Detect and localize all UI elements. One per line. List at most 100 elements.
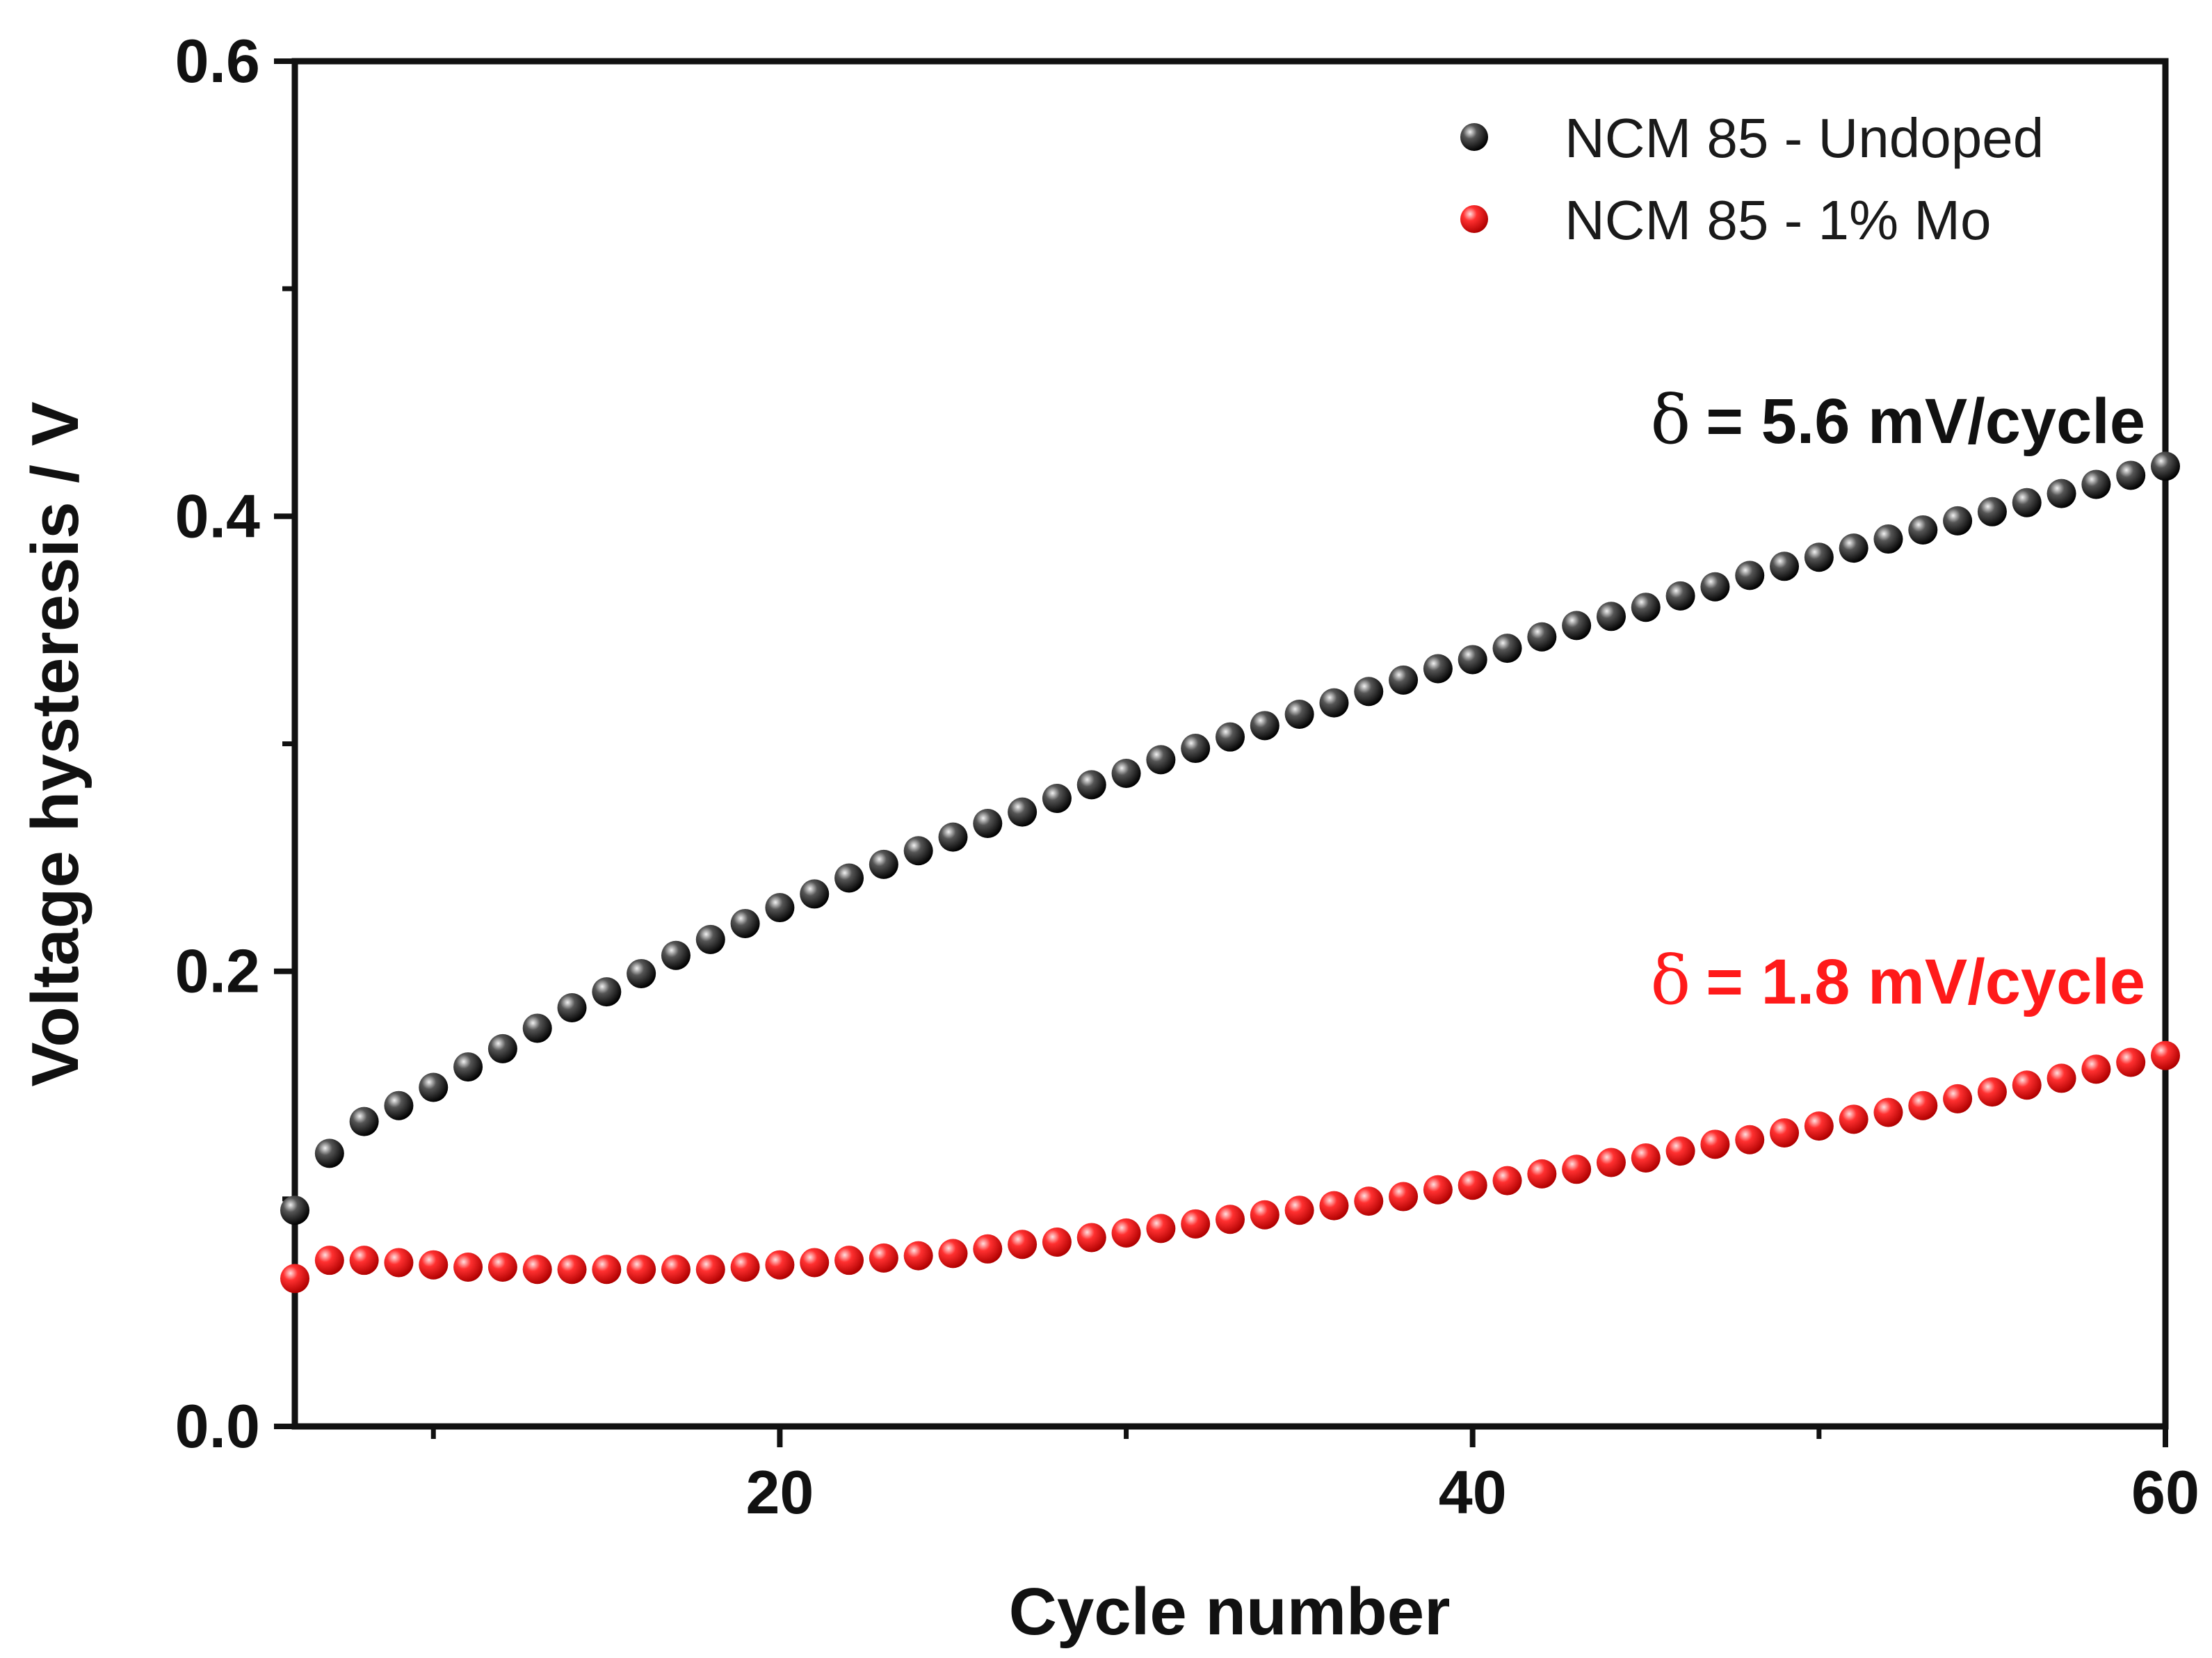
data-point-mo xyxy=(661,1255,691,1285)
data-point-undoped xyxy=(280,1196,309,1225)
data-point-mo xyxy=(384,1248,414,1278)
data-point-mo xyxy=(1423,1175,1453,1205)
data-point-mo xyxy=(1873,1097,1903,1127)
y-tick-label: 0.0 xyxy=(175,1392,260,1460)
data-point-undoped xyxy=(349,1106,379,1136)
data-point-undoped xyxy=(869,849,898,879)
data-point-undoped xyxy=(627,958,656,988)
data-point-mo xyxy=(349,1246,379,1275)
data-point-undoped xyxy=(695,924,725,954)
data-point-undoped xyxy=(834,863,864,893)
data-point-undoped xyxy=(2012,488,2042,517)
axis-tick-labels: 20 40 60 0.0 0.2 0.4 0.6 xyxy=(175,26,2199,1527)
y-tick-label: 0.2 xyxy=(175,937,260,1006)
data-point-undoped xyxy=(2081,469,2111,499)
data-point-mo xyxy=(1458,1170,1487,1200)
annotation-undoped-delta: δ xyxy=(1651,381,1691,459)
data-point-mo xyxy=(1596,1148,1626,1177)
data-point-mo xyxy=(1284,1196,1314,1225)
annotation-mo-text: = 1.8 mV/cycle xyxy=(1706,947,2145,1017)
data-point-undoped xyxy=(314,1138,344,1168)
data-point-mo xyxy=(730,1252,760,1282)
data-point-undoped xyxy=(1943,506,1973,536)
data-point-undoped xyxy=(522,1013,552,1043)
data-point-undoped xyxy=(1423,654,1453,684)
data-point-undoped xyxy=(661,940,691,970)
data-point-mo xyxy=(869,1243,898,1273)
data-point-mo xyxy=(800,1248,830,1278)
data-point-mo xyxy=(1181,1209,1211,1239)
x-tick-label: 40 xyxy=(1439,1458,1507,1527)
axis-ticks xyxy=(274,58,2168,1447)
data-point-mo xyxy=(1665,1136,1695,1166)
data-point-mo xyxy=(419,1250,449,1280)
data-point-mo xyxy=(1908,1090,1938,1120)
legend-marker-mo xyxy=(1460,205,1488,233)
data-point-undoped xyxy=(1181,734,1211,764)
data-point-mo xyxy=(1354,1186,1384,1216)
data-point-mo xyxy=(557,1255,587,1285)
data-point-undoped xyxy=(1873,524,1903,554)
data-point-undoped xyxy=(1284,699,1314,729)
data-point-mo xyxy=(938,1239,968,1269)
data-point-undoped xyxy=(973,809,1003,839)
data-point-undoped xyxy=(1146,745,1176,775)
legend-marker-undoped xyxy=(1460,123,1488,151)
data-point-undoped xyxy=(1008,797,1038,827)
data-point-undoped xyxy=(1631,593,1661,622)
data-point-mo xyxy=(592,1255,622,1285)
data-point-mo xyxy=(314,1246,344,1275)
data-point-undoped xyxy=(453,1052,483,1082)
data-point-mo xyxy=(1250,1200,1279,1230)
data-point-mo xyxy=(487,1252,517,1282)
data-point-undoped xyxy=(1458,645,1487,675)
data-point-undoped xyxy=(592,977,622,1007)
data-point-mo xyxy=(2012,1070,2042,1100)
data-point-undoped xyxy=(1250,711,1279,741)
data-point-undoped xyxy=(1319,688,1349,718)
data-point-undoped xyxy=(2046,478,2076,508)
data-point-undoped xyxy=(800,879,830,909)
data-point-undoped xyxy=(1977,497,2007,526)
data-point-undoped xyxy=(1111,759,1141,789)
data-point-undoped xyxy=(419,1072,449,1102)
data-point-undoped xyxy=(1908,515,1938,545)
data-point-undoped xyxy=(1804,542,1834,572)
x-tick-label: 60 xyxy=(2131,1458,2199,1527)
annotation-undoped-text: = 5.6 mV/cycle xyxy=(1706,386,2145,457)
data-point-mo xyxy=(1943,1084,1973,1113)
data-point-undoped xyxy=(2116,460,2146,490)
data-point-undoped xyxy=(2151,451,2180,481)
data-point-mo xyxy=(834,1246,864,1275)
data-point-undoped xyxy=(1839,533,1868,563)
data-point-mo xyxy=(973,1234,1003,1264)
data-point-mo xyxy=(695,1255,725,1285)
data-point-undoped xyxy=(1042,784,1072,814)
data-point-mo xyxy=(1804,1111,1834,1141)
y-tick-label: 0.4 xyxy=(175,481,260,550)
legend-label-undoped: NCM 85 - Undoped xyxy=(1565,107,2044,169)
data-point-undoped xyxy=(938,822,968,852)
data-point-mo xyxy=(1839,1104,1868,1134)
data-point-undoped xyxy=(384,1090,414,1120)
data-point-mo xyxy=(2116,1047,2146,1077)
data-point-undoped xyxy=(903,836,933,866)
y-tick-label: 0.6 xyxy=(175,26,260,95)
data-point-mo xyxy=(1735,1125,1765,1154)
data-point-mo xyxy=(1008,1230,1038,1259)
data-point-undoped xyxy=(1354,677,1384,707)
data-point-mo xyxy=(627,1255,656,1285)
data-point-undoped xyxy=(487,1033,517,1063)
data-point-undoped xyxy=(1700,572,1730,602)
data-point-undoped xyxy=(1076,770,1106,800)
data-point-mo xyxy=(522,1255,552,1285)
data-point-undoped xyxy=(1216,722,1245,752)
data-point-undoped xyxy=(1596,602,1626,631)
data-point-mo xyxy=(2046,1063,2076,1093)
data-point-undoped xyxy=(1492,634,1522,663)
data-point-mo xyxy=(1977,1077,2007,1107)
data-point-mo xyxy=(1527,1159,1557,1189)
data-point-mo xyxy=(1770,1118,1800,1148)
data-point-mo xyxy=(1042,1227,1072,1257)
